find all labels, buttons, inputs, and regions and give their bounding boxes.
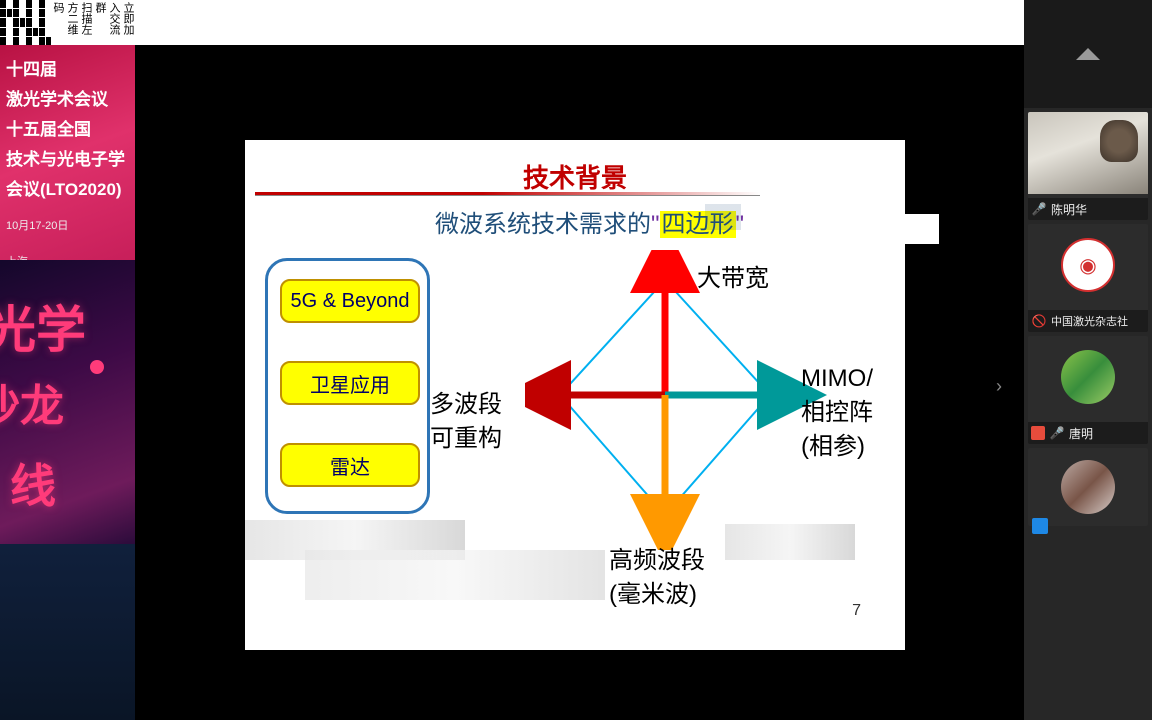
label-right: MIMO/ 相控阵 (相参) <box>801 362 873 464</box>
qr-caption-1: 扫描左方二维码 <box>51 0 93 45</box>
applications-box: 5G & Beyond 卫星应用 雷达 <box>265 258 430 514</box>
art-text-2: 沙龙 <box>0 370 64 434</box>
participant-name: 唐明 <box>1069 425 1093 442</box>
label-bottom: 高频波段 (毫米波) <box>609 544 705 612</box>
art-dot <box>90 360 104 374</box>
conf-line2: 激光学术会议 <box>6 85 129 115</box>
qr-caption-2: 立即加入交流群 <box>93 0 135 45</box>
participant-head-icon <box>1100 120 1138 162</box>
slide-title: 技术背景 <box>245 158 905 195</box>
blur-overlay-4 <box>905 214 939 244</box>
label-right-l2: 相控阵 <box>801 399 873 426</box>
participant-avatar-area: ◉ <box>1028 224 1148 306</box>
page-number: 7 <box>852 602 861 620</box>
cursor-overlay <box>705 204 741 230</box>
participant-tag: 🎤 唐明 <box>1028 422 1148 444</box>
presentation-slide: 技术背景 微波系统技术需求的"四边形" 5G & Beyond 卫星应用 雷达 <box>245 140 905 650</box>
conf-line1: 十四届 <box>6 55 129 85</box>
app-item-5g: 5G & Beyond <box>280 279 420 323</box>
conf-dates: 10月17-20日 <box>6 211 129 241</box>
left-sidebar-bottom <box>0 544 135 720</box>
art-text-3: 线 <box>10 450 56 516</box>
chevron-up-icon <box>1076 48 1100 60</box>
org-logo-icon: ◉ <box>1061 238 1115 292</box>
label-left-l2: 可重构 <box>430 425 502 452</box>
participant-tile[interactable]: ◉ 🚫 中国激光杂志社 <box>1028 224 1148 332</box>
mic-icon: 🎤 <box>1049 425 1065 441</box>
mic-muted-icon: 🚫 <box>1031 313 1047 329</box>
title-underline <box>255 192 760 196</box>
left-sidebar: 扫描左方二维码 立即加入交流群 十四届 激光学术会议 十五届全国 技术与光电子学… <box>0 0 135 720</box>
participant-avatar-area <box>1028 448 1148 526</box>
label-left: 多波段 可重构 <box>430 388 502 456</box>
participant-name: 中国激光杂志社 <box>1051 313 1128 329</box>
blur-overlay-3 <box>725 524 855 560</box>
video-stage: 技术背景 微波系统技术需求的"四边形" 5G & Beyond 卫星应用 雷达 <box>135 45 1024 720</box>
subtitle-prefix: 微波系统技术需求的 <box>435 211 651 238</box>
participant-video <box>1028 112 1148 194</box>
label-right-l3: (相参) <box>801 433 865 460</box>
label-top: 大带宽 <box>697 258 769 293</box>
conf-line5: 会议(LTO2020) <box>6 175 129 205</box>
label-bottom-l2: (毫米波) <box>609 581 697 608</box>
app-item-radar: 雷达 <box>280 443 420 487</box>
subtitle-quote-open: " <box>651 211 660 238</box>
avatar-icon <box>1061 460 1115 514</box>
app-item-satellite: 卫星应用 <box>280 361 420 405</box>
participants-panel: 🎤 陈明华 ◉ 🚫 中国激光杂志社 🎤 唐明 <box>1024 0 1152 720</box>
expand-arrow-icon[interactable]: › <box>996 376 1016 396</box>
panel-collapse-button[interactable] <box>1024 0 1152 108</box>
avatar-icon <box>1061 350 1115 404</box>
label-bottom-l1: 高频波段 <box>609 547 705 574</box>
participant-tag: 🎤 陈明华 <box>1028 198 1148 220</box>
art-text-1: 光学 <box>0 290 86 362</box>
main-area: 扫描左方二维码 立即加入交流群 十四届 激光学术会议 十五届全国 技术与光电子学… <box>0 0 1024 720</box>
participant-tag: 🚫 中国激光杂志社 <box>1028 310 1148 332</box>
mic-muted-icon <box>1031 426 1045 440</box>
slide-subtitle: 微波系统技术需求的"四边形" <box>435 204 744 239</box>
qr-block: 扫描左方二维码 立即加入交流群 <box>0 0 135 45</box>
mic-on-icon: 🎤 <box>1031 201 1047 217</box>
participant-avatar-area <box>1028 336 1148 418</box>
conf-line4: 技术与光电子学 <box>6 145 129 175</box>
label-left-l1: 多波段 <box>430 391 502 418</box>
conference-banner: 十四届 激光学术会议 十五届全国 技术与光电子学 会议(LTO2020) 10月… <box>0 45 135 260</box>
status-indicator-icon <box>1032 518 1048 534</box>
conf-line3: 十五届全国 <box>6 115 129 145</box>
participant-tile[interactable]: 🎤 陈明华 <box>1028 112 1148 220</box>
participant-tile[interactable]: 🎤 唐明 <box>1028 336 1148 444</box>
label-right-l1: MIMO/ <box>801 365 873 392</box>
blur-overlay-2 <box>305 550 605 600</box>
conference-art: 光学 沙龙 线 <box>0 260 135 545</box>
qr-code[interactable] <box>0 0 51 45</box>
participant-tile[interactable] <box>1028 448 1148 526</box>
participant-name: 陈明华 <box>1051 201 1087 218</box>
